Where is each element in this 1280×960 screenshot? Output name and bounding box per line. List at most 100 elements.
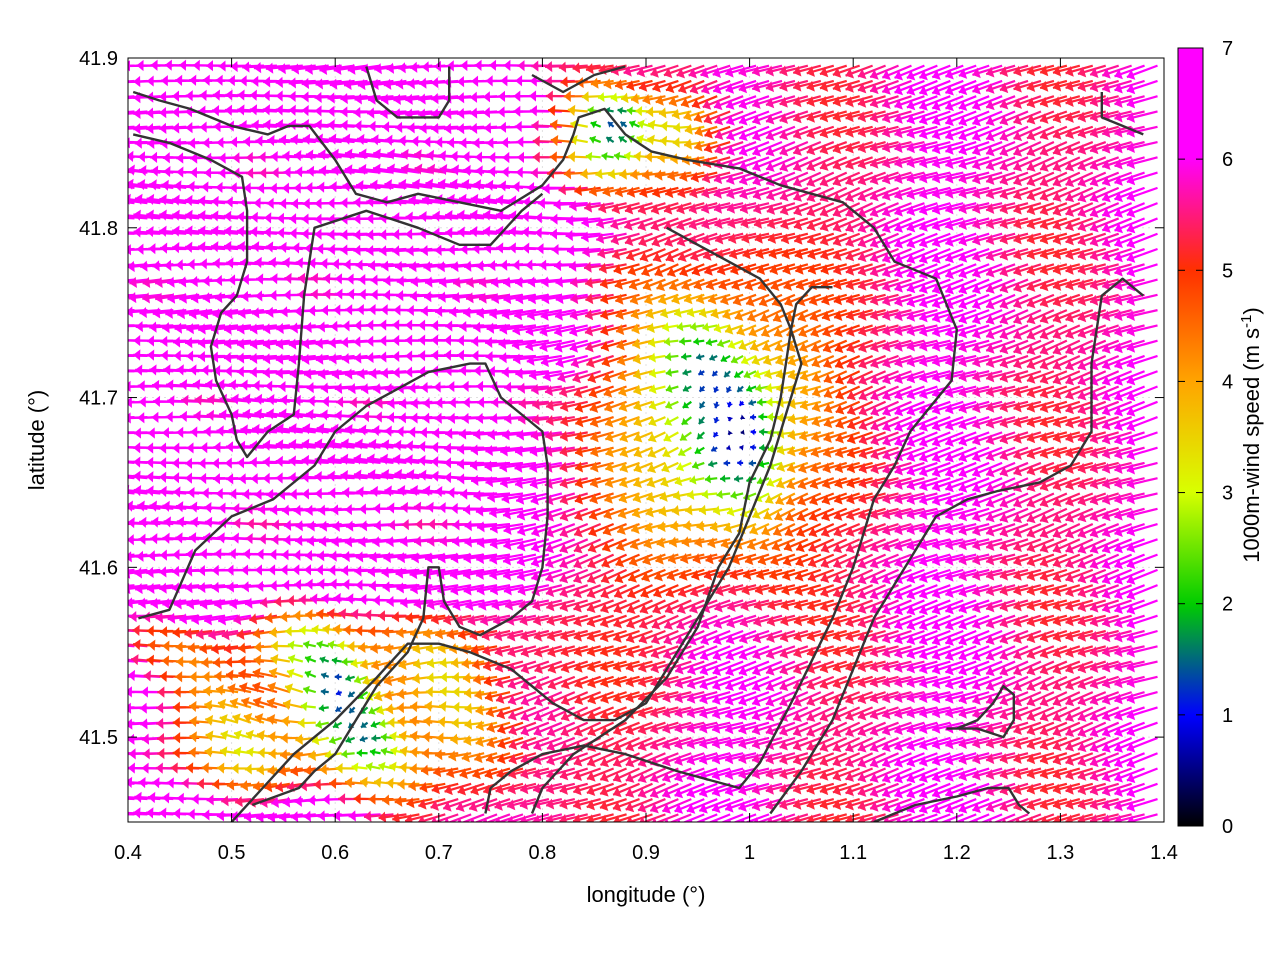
wind-arrow bbox=[1077, 782, 1107, 796]
wind-arrow bbox=[1052, 813, 1081, 822]
wind-arrow bbox=[380, 747, 394, 756]
wind-arrow-head bbox=[348, 810, 356, 822]
wind-arrow-head bbox=[1102, 785, 1111, 797]
wind-arrow bbox=[711, 798, 744, 814]
wind-arrow bbox=[857, 767, 886, 783]
wind-arrow-head bbox=[600, 757, 610, 768]
wind-arrow bbox=[442, 798, 472, 812]
wind-arrow bbox=[1101, 767, 1133, 783]
wind-arrow-head bbox=[650, 772, 659, 783]
wind-arrow-shaft bbox=[1028, 813, 1055, 822]
wind-arrow bbox=[431, 782, 459, 795]
wind-arrow bbox=[409, 763, 433, 775]
wind-arrow bbox=[676, 813, 705, 822]
wind-arrow-head bbox=[133, 807, 141, 819]
wind-arrow-shaft bbox=[708, 813, 731, 822]
wind-arrow bbox=[419, 781, 446, 793]
wind-arrow-head bbox=[307, 794, 316, 806]
wind-arrow-shaft bbox=[980, 813, 1003, 822]
wind-arrow-head bbox=[674, 803, 684, 814]
wind-arrow-head bbox=[533, 783, 542, 795]
wind-arrow-head bbox=[870, 787, 879, 798]
wind-arrow-head bbox=[686, 787, 696, 798]
wind-arrow-head bbox=[701, 818, 705, 822]
wind-arrow-head bbox=[397, 778, 405, 790]
wind-arrow bbox=[779, 798, 809, 811]
wind-arrow bbox=[559, 782, 589, 795]
wind-arrow-head bbox=[573, 756, 583, 767]
wind-arrow-head bbox=[1013, 784, 1022, 795]
wind-arrow-head bbox=[857, 772, 867, 783]
wind-arrow-head bbox=[112, 777, 119, 788]
wind-arrow bbox=[408, 780, 433, 792]
wind-arrow-head bbox=[662, 788, 672, 799]
wind-arrow-head bbox=[257, 747, 265, 759]
wind-arrow-shaft bbox=[953, 813, 977, 822]
wind-arrow-head bbox=[115, 535, 122, 546]
wind-arrow-head bbox=[870, 772, 879, 783]
wind-arrow-head bbox=[275, 781, 284, 793]
wind-arrow bbox=[546, 782, 576, 795]
wind-arrow-head bbox=[906, 772, 916, 784]
wind-arrow-head bbox=[520, 783, 529, 795]
wind-arrow-head bbox=[882, 787, 891, 799]
wind-arrow-head bbox=[392, 812, 400, 822]
wind-arrow bbox=[881, 767, 912, 784]
wind-arrow-shaft bbox=[682, 813, 705, 822]
wind-arrow bbox=[1126, 767, 1158, 784]
wind-arrow-head bbox=[128, 762, 135, 774]
wind-arrow-head bbox=[360, 776, 368, 788]
wind-arrow bbox=[845, 798, 873, 811]
wind-arrow-head bbox=[662, 803, 672, 814]
wind-arrow-shaft bbox=[695, 813, 718, 822]
wind-arrow bbox=[356, 748, 368, 758]
wind-arrow bbox=[857, 782, 886, 797]
wind-arrow bbox=[765, 767, 796, 780]
wind-arrow-head bbox=[961, 818, 965, 822]
wind-arrow-shaft bbox=[767, 813, 796, 822]
wind-arrow-head bbox=[172, 747, 180, 759]
wind-arrow bbox=[727, 813, 757, 822]
wind-arrow-head bbox=[141, 762, 149, 774]
wind-arrow-head bbox=[712, 802, 721, 814]
wind-arrow-head bbox=[1090, 770, 1099, 782]
wind-arrow-head bbox=[587, 771, 596, 782]
wind-arrow bbox=[586, 767, 615, 782]
wind-arrow bbox=[457, 782, 485, 796]
wind-arrow bbox=[921, 813, 951, 822]
wind-arrow bbox=[724, 767, 757, 781]
wind-arrow-shaft bbox=[1005, 813, 1029, 822]
wind-arrow-head bbox=[191, 793, 199, 805]
wind-arrow bbox=[495, 782, 524, 795]
wind-arrow-head bbox=[138, 776, 146, 789]
wind-arrow-head bbox=[738, 768, 747, 780]
wind-arrow bbox=[397, 778, 420, 790]
wind-arrow bbox=[559, 752, 589, 767]
wind-arrow-head bbox=[919, 803, 928, 814]
wind-arrow-head bbox=[420, 764, 429, 776]
wind-arrow bbox=[348, 810, 381, 822]
wind-arrow bbox=[1013, 767, 1042, 780]
wind-arrow bbox=[508, 767, 537, 780]
wind-arrow-shaft bbox=[926, 813, 951, 822]
wind-arrow-head bbox=[279, 811, 287, 822]
wind-arrow-head bbox=[470, 784, 480, 796]
wind-arrow bbox=[532, 782, 563, 795]
wind-arrow bbox=[472, 767, 498, 780]
wind-arrow bbox=[308, 749, 329, 761]
wind-arrow-head bbox=[625, 787, 635, 798]
wind-arrow-head bbox=[559, 798, 568, 810]
wind-arrow-head bbox=[430, 800, 439, 811]
wind-arrow-head bbox=[793, 814, 801, 822]
wind-arrow bbox=[221, 795, 252, 807]
wind-arrow bbox=[520, 767, 550, 780]
wind-arrow bbox=[661, 782, 692, 799]
wind-arrow-head bbox=[187, 808, 195, 820]
wind-arrow-head bbox=[159, 807, 167, 819]
wind-arrow-head bbox=[894, 772, 904, 784]
wind-arrow-head bbox=[95, 686, 102, 697]
wind-arrow-head bbox=[217, 762, 225, 774]
wind-arrow bbox=[1001, 813, 1029, 822]
wind-arrow-head bbox=[103, 535, 110, 546]
